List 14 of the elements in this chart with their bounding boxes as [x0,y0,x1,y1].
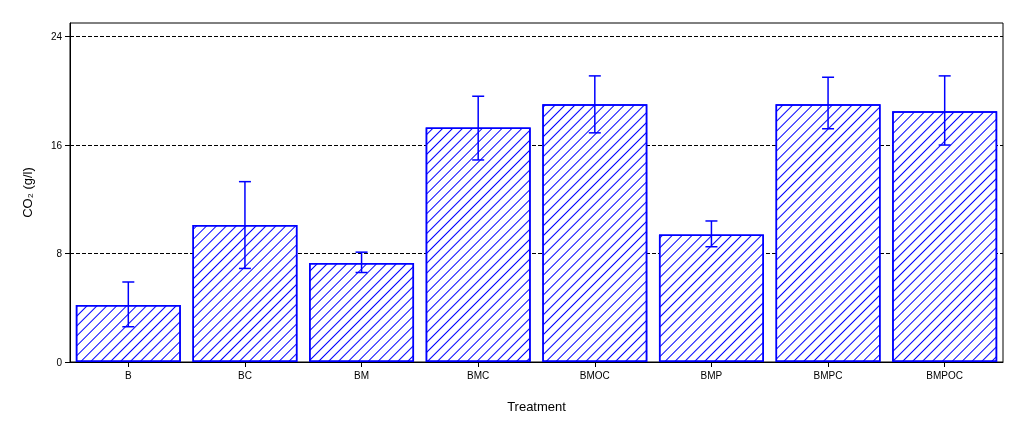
y-axis-title: CO₂ (g/l) [20,167,35,218]
y-tick-label: 0 [56,356,63,368]
x-tick-label: BM [354,369,370,381]
y-tick-label: 24 [50,31,63,43]
y-tick-label: 16 [50,139,63,151]
x-tick-label: BMP [700,369,723,381]
x-axis-title: Treatment [507,399,567,414]
x-tick-label: BMOC [579,369,610,381]
x-tick-label: B [124,369,132,381]
y-tick-label: 8 [56,248,63,260]
x-tick-label: BMPC [813,369,843,381]
x-tick-label: BC [237,369,252,381]
x-tick-label: BMC [467,369,490,381]
x-tick-label: BMPOC [926,369,964,381]
